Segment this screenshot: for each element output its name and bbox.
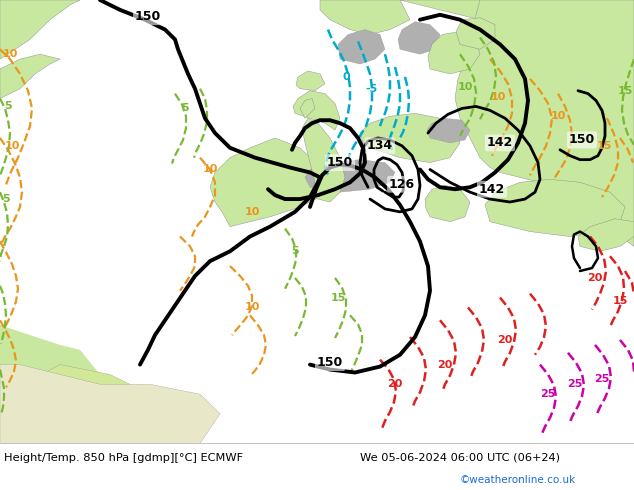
- Text: 15: 15: [618, 86, 633, 96]
- Text: 10: 10: [4, 141, 20, 151]
- Text: 15: 15: [612, 295, 628, 306]
- Polygon shape: [360, 113, 460, 163]
- Polygon shape: [427, 118, 470, 143]
- Text: 142: 142: [479, 183, 505, 196]
- Text: 150: 150: [569, 133, 595, 147]
- Text: 10: 10: [202, 165, 217, 174]
- Polygon shape: [398, 22, 440, 54]
- Polygon shape: [425, 185, 470, 221]
- Polygon shape: [0, 325, 120, 443]
- Text: 10: 10: [244, 207, 260, 217]
- Polygon shape: [302, 118, 345, 202]
- Polygon shape: [293, 91, 340, 130]
- Text: 10: 10: [457, 82, 473, 92]
- Text: 20: 20: [587, 273, 603, 283]
- Polygon shape: [210, 138, 330, 227]
- Polygon shape: [40, 365, 135, 434]
- Text: 10: 10: [3, 49, 18, 59]
- Text: 5: 5: [4, 101, 12, 111]
- Text: 10: 10: [550, 111, 566, 122]
- Text: 150: 150: [327, 156, 353, 169]
- Text: 10: 10: [490, 92, 506, 101]
- Polygon shape: [320, 0, 410, 34]
- Text: 15: 15: [330, 293, 346, 303]
- Text: ©weatheronline.co.uk: ©weatheronline.co.uk: [460, 475, 576, 485]
- Text: 10: 10: [244, 302, 260, 313]
- Text: 142: 142: [487, 136, 513, 149]
- Polygon shape: [0, 0, 80, 59]
- Text: 134: 134: [367, 139, 393, 152]
- Text: 15: 15: [597, 141, 612, 151]
- Polygon shape: [296, 71, 325, 91]
- Text: 25: 25: [540, 389, 555, 399]
- Polygon shape: [456, 18, 495, 49]
- Text: -5: -5: [366, 84, 378, 94]
- Polygon shape: [428, 31, 480, 74]
- Text: 150: 150: [317, 356, 343, 369]
- Polygon shape: [578, 219, 634, 251]
- Text: 126: 126: [389, 178, 415, 191]
- Polygon shape: [338, 29, 385, 64]
- Text: 20: 20: [437, 360, 453, 369]
- Text: 5: 5: [291, 246, 299, 256]
- Text: 5: 5: [2, 194, 10, 204]
- Text: Height/Temp. 850 hPa [gdmp][°C] ECMWF: Height/Temp. 850 hPa [gdmp][°C] ECMWF: [4, 453, 243, 463]
- Polygon shape: [0, 54, 60, 98]
- Text: 20: 20: [497, 335, 513, 345]
- Polygon shape: [0, 365, 220, 443]
- Text: 150: 150: [135, 10, 161, 23]
- Polygon shape: [485, 179, 625, 237]
- Text: 25: 25: [594, 374, 610, 384]
- Text: 25: 25: [567, 379, 583, 390]
- Polygon shape: [340, 0, 634, 74]
- Text: 5: 5: [181, 103, 189, 113]
- Text: We 05-06-2024 06:00 UTC (06+24): We 05-06-2024 06:00 UTC (06+24): [360, 453, 560, 463]
- Polygon shape: [300, 98, 315, 118]
- Polygon shape: [455, 0, 634, 246]
- Text: 0: 0: [342, 72, 350, 82]
- Text: 20: 20: [387, 379, 403, 390]
- Polygon shape: [305, 160, 395, 192]
- Polygon shape: [0, 325, 130, 443]
